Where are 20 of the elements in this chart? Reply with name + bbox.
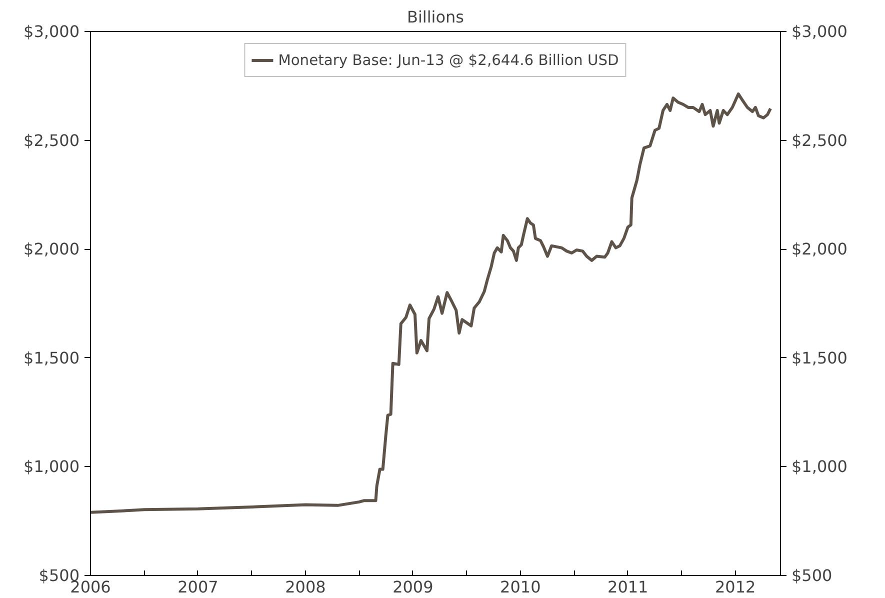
y2-tick-label: $3,000 <box>792 22 848 41</box>
y-tick-label: $1,000 <box>24 457 80 476</box>
y-tick-label: $2,000 <box>24 240 80 259</box>
y2-tick-label: $2,500 <box>792 130 848 150</box>
y-tick-label: $1,500 <box>24 348 80 368</box>
x-tick-label: 2011 <box>608 578 648 596</box>
legend-label: Monetary Base: Jun-13 @ $2,644.6 Billion USD <box>278 52 619 68</box>
x-tick-label: 2008 <box>285 578 326 596</box>
x-tick-label: 2010 <box>500 578 541 596</box>
y2-tick-label: $500 <box>792 566 832 585</box>
x-tick-label: 2007 <box>178 578 218 596</box>
y2-tick-label: $2,000 <box>792 240 848 259</box>
y-tick-label: $3,000 <box>24 22 80 41</box>
x-tick-label: 2009 <box>392 578 434 596</box>
line-series <box>90 92 772 514</box>
chart-title: Billions <box>406 8 464 26</box>
x-tick-label: 2012 <box>715 578 756 596</box>
y2-tick-label: $1,000 <box>792 457 848 476</box>
y-tick-label: $2,500 <box>24 130 80 150</box>
y2-tick-label: $1,500 <box>792 348 848 368</box>
